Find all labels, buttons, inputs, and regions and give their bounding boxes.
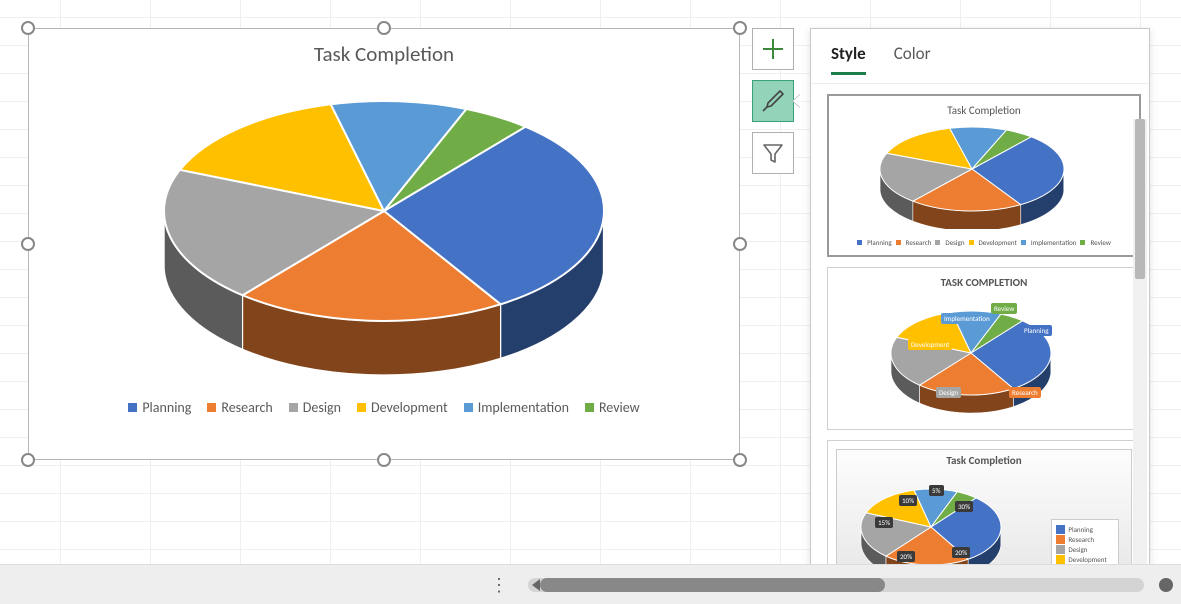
legend-item[interactable]: Implementation	[464, 399, 569, 416]
pie-chart[interactable]	[29, 71, 739, 391]
resize-handle-br[interactable]	[733, 453, 747, 467]
chart-filters-button[interactable]	[752, 132, 794, 174]
legend-swatch	[357, 403, 366, 412]
hscroll-track[interactable]	[528, 578, 1144, 592]
resize-handle-mr[interactable]	[733, 237, 747, 251]
pie-label: Implementation	[941, 313, 993, 324]
legend-swatch	[207, 403, 216, 412]
legend-item[interactable]: Development	[357, 399, 448, 416]
chart-object[interactable]: Task Completion Planning Research Design De…	[28, 28, 740, 460]
thumb1-title: Task Completion	[837, 104, 1131, 119]
legend-item[interactable]: Review	[585, 399, 640, 416]
thumb1-legend: Planning ResearchDesign Development Impleme…	[837, 238, 1131, 247]
hscroll-thumb[interactable]	[540, 578, 885, 592]
panel-tabs: Style Color	[811, 29, 1149, 84]
mini-legend-item: Planning	[857, 238, 892, 247]
pie-label: Design	[936, 387, 961, 398]
pie-pct-label: 20%	[897, 551, 915, 562]
legend-label: Planning	[142, 399, 191, 416]
pie-label: Research	[1009, 387, 1041, 398]
pie-label: Development	[908, 339, 952, 350]
style-thumbnail-2[interactable]: TASK COMPLETION ReviewImplementation Plan…	[827, 267, 1141, 430]
pie-pct-label: 10%	[899, 495, 917, 506]
style-thumbnail-3[interactable]: Task Completion 30% 20% 20% 15% 10% 5% Planni…	[827, 440, 1141, 581]
style-thumbnails: Task Completion PlanningResearchDesignDe…	[811, 84, 1149, 581]
legend-item[interactable]: Planning	[128, 399, 191, 416]
sheet-options-icon[interactable]: ⋮	[490, 574, 508, 596]
legend-item[interactable]: Design	[289, 399, 341, 416]
mini-legend-item: Research	[1056, 535, 1114, 544]
pie-label: Review	[991, 303, 1017, 314]
mini-legend-item: Planning	[1056, 525, 1114, 534]
sheet-hscroll[interactable]: ⋮	[0, 564, 1181, 604]
chart-styles-button[interactable]	[752, 80, 794, 122]
resize-handle-tm[interactable]	[377, 21, 391, 35]
hscroll-right-knob[interactable]	[1159, 578, 1173, 592]
chart-flyout	[752, 28, 794, 174]
chart-title[interactable]: Task Completion	[29, 29, 739, 71]
mini-legend-item: Implementation	[1021, 238, 1077, 247]
tab-style[interactable]: Style	[831, 43, 866, 75]
pie-pct-label: 5%	[929, 485, 944, 496]
hscroll-left-icon	[532, 579, 540, 591]
mini-legend-item: Design	[935, 238, 964, 247]
resize-handle-tr[interactable]	[733, 21, 747, 35]
resize-handle-bm[interactable]	[377, 453, 391, 467]
pie-label: Planning	[1021, 325, 1052, 336]
legend-label: Development	[371, 399, 448, 416]
funnel-icon	[761, 141, 785, 165]
legend-swatch	[464, 403, 473, 412]
style-thumbnail-1[interactable]: Task Completion Planning ResearchDesign De…	[827, 94, 1141, 257]
panel-scrollbar[interactable]	[1133, 119, 1147, 579]
pie-pct-label: 15%	[875, 517, 893, 528]
panel-scroll-thumb[interactable]	[1135, 119, 1145, 279]
thumb3-title: Task Completion	[837, 450, 1131, 469]
plus-icon	[761, 37, 785, 61]
legend-label: Implementation	[478, 399, 569, 416]
mini-legend-item: Design	[1056, 545, 1114, 554]
mini-legend-item: Review	[1080, 238, 1110, 247]
brush-icon	[760, 88, 786, 114]
tab-color[interactable]: Color	[894, 43, 931, 75]
resize-handle-bl[interactable]	[21, 453, 35, 467]
resize-handle-tl[interactable]	[21, 21, 35, 35]
legend-label: Research	[221, 399, 272, 416]
legend-label: Design	[303, 399, 341, 416]
mini-legend-item: Development	[969, 238, 1017, 247]
mini-legend-item: Research	[896, 238, 932, 247]
resize-handle-ml[interactable]	[21, 237, 35, 251]
chart-legend[interactable]: Planning Research Design Development Impleme…	[29, 391, 739, 430]
thumb2-title: TASK COMPLETION	[836, 276, 1132, 291]
legend-label: Review	[599, 399, 640, 416]
mini-legend-item: Development	[1056, 555, 1114, 564]
legend-swatch	[128, 403, 137, 412]
pie-pct-label: 30%	[955, 501, 973, 512]
legend-swatch	[289, 403, 298, 412]
legend-item[interactable]: Research	[207, 399, 272, 416]
legend-swatch	[585, 403, 594, 412]
chart-styles-panel: Style Color Task Completion PlanningRese…	[810, 28, 1150, 582]
chart-elements-button[interactable]	[752, 28, 794, 70]
pie-pct-label: 20%	[952, 547, 970, 558]
